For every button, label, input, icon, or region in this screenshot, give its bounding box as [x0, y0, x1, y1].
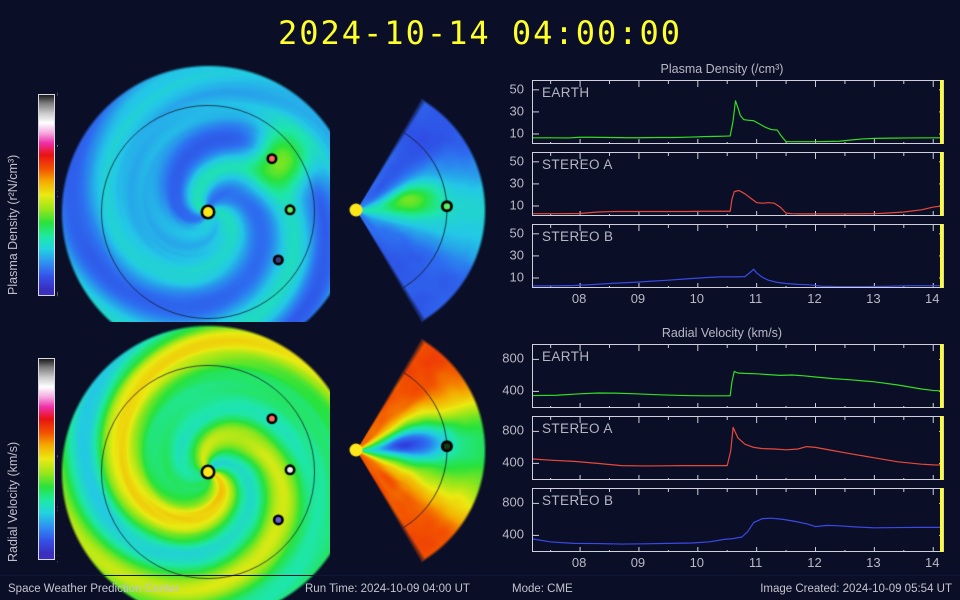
timeseries-x-tick-label: 10	[689, 291, 705, 306]
plasma-density-timeseries-title: Plasma Density (/cm³)	[660, 62, 784, 76]
timeseries-x-tick-label: 08	[571, 555, 587, 570]
current-time-marker	[940, 152, 944, 216]
timeseries-panel-earth[interactable]: EARTH	[532, 80, 944, 144]
velocity-ecliptic-plot[interactable]	[58, 322, 358, 600]
timeseries-x-tick-label: 12	[807, 291, 822, 306]
timeseries-x-tick-label: 11	[748, 291, 763, 306]
plasma-density-colorbar-gradient	[38, 94, 55, 296]
page-title: 2024-10-14 04:00:00	[277, 14, 683, 52]
radial-velocity-timeseries-title: Radial Velocity (km/s)	[661, 326, 783, 340]
timeseries-x-tick-label: 08	[571, 291, 587, 306]
current-time-marker	[940, 80, 944, 144]
timeseries-panel-stereo-a[interactable]: STEREO A	[532, 152, 944, 216]
footer-image-created: Image Created: 2024-10-09 05:54 UT	[760, 583, 952, 595]
timeseries-y-tick-label: 50	[509, 153, 524, 169]
timeseries-panel-stereo-b[interactable]: STEREO B	[532, 224, 944, 288]
radial-velocity-timeseries-group: Radial Velocity (km/s) EARTH 400 800 STEREO…	[484, 326, 960, 576]
timeseries-y-tick-label: 50	[509, 225, 524, 241]
current-time-marker	[940, 416, 944, 480]
timeseries-y-tick-label: 50	[509, 81, 524, 97]
plasma-density-colorbar-label: Plasma Density (r²N/cm³)	[6, 154, 20, 296]
timeseries-y-tick-label: 10	[509, 197, 524, 213]
timeseries-trace	[533, 345, 943, 407]
timeseries-y-tick-label: 800	[502, 350, 524, 366]
timeseries-panel-stereo-a[interactable]: STEREO A	[532, 416, 944, 480]
radial-velocity-colorbar-gradient	[38, 358, 55, 560]
timeseries-y-tick-label: 800	[502, 422, 524, 438]
timeseries-y-tick-label: 30	[509, 175, 524, 191]
timeseries-x-tick-label: 09	[630, 291, 646, 306]
density-ecliptic-plot[interactable]	[58, 62, 358, 362]
timeseries-y-tick-label: 800	[502, 494, 524, 510]
timeseries-x-tick-label: 11	[748, 555, 763, 570]
radial-velocity-colorbar-label: Radial Velocity (km/s)	[6, 441, 20, 563]
density-meridional-plot[interactable]	[330, 90, 490, 330]
timeseries-trace	[533, 153, 943, 215]
timeseries-x-tick-label: 09	[630, 555, 646, 570]
velocity-meridional-plot[interactable]	[330, 330, 490, 570]
current-time-marker	[940, 344, 944, 408]
footer-center-name: Space Weather Prediction Center	[8, 583, 180, 595]
radial-velocity-panels: EARTH 400 800 STEREO A 400 800 STEREO B 400 800 0…	[484, 326, 960, 576]
timeseries-y-tick-label: 30	[509, 103, 524, 119]
plasma-density-timeseries-group: Plasma Density (/cm³) EARTH 10 30 50 STEREO …	[484, 62, 960, 312]
timeseries-x-tick-label: 14	[924, 555, 940, 570]
timeseries-trace	[533, 81, 943, 143]
timeseries-x-tick-label: 12	[807, 555, 822, 570]
footer-run-time: Run Time: 2024-10-09 04:00 UT	[305, 583, 470, 595]
timeseries-y-tick-label: 400	[502, 382, 524, 398]
timeseries-trace	[533, 225, 943, 287]
timeseries-x-tick-label: 13	[866, 555, 881, 570]
timeseries-trace	[533, 417, 943, 479]
timeseries-panel-stereo-b[interactable]: STEREO B	[532, 488, 944, 552]
timeseries-y-tick-label: 400	[502, 526, 524, 542]
timeseries-y-tick-label: 10	[509, 125, 524, 141]
footer-divider	[0, 575, 960, 576]
footer-mode: Mode: CME	[512, 583, 573, 595]
timeseries-x-tick-label: 13	[866, 291, 881, 306]
timeseries-y-tick-label: 10	[509, 269, 524, 285]
timeseries-x-tick-label: 10	[689, 555, 705, 570]
timeseries-y-tick-label: 400	[502, 454, 524, 470]
timeseries-y-tick-label: 30	[509, 247, 524, 263]
current-time-marker	[940, 488, 944, 552]
timeseries-trace	[533, 489, 943, 551]
timeseries-panel-earth[interactable]: EARTH	[532, 344, 944, 408]
current-time-marker	[940, 224, 944, 288]
timeseries-x-tick-label: 14	[924, 291, 940, 306]
plasma-density-panels: EARTH 10 30 50 STEREO A 10 30 50 STEREO B 10 30 50 0…	[484, 62, 960, 312]
